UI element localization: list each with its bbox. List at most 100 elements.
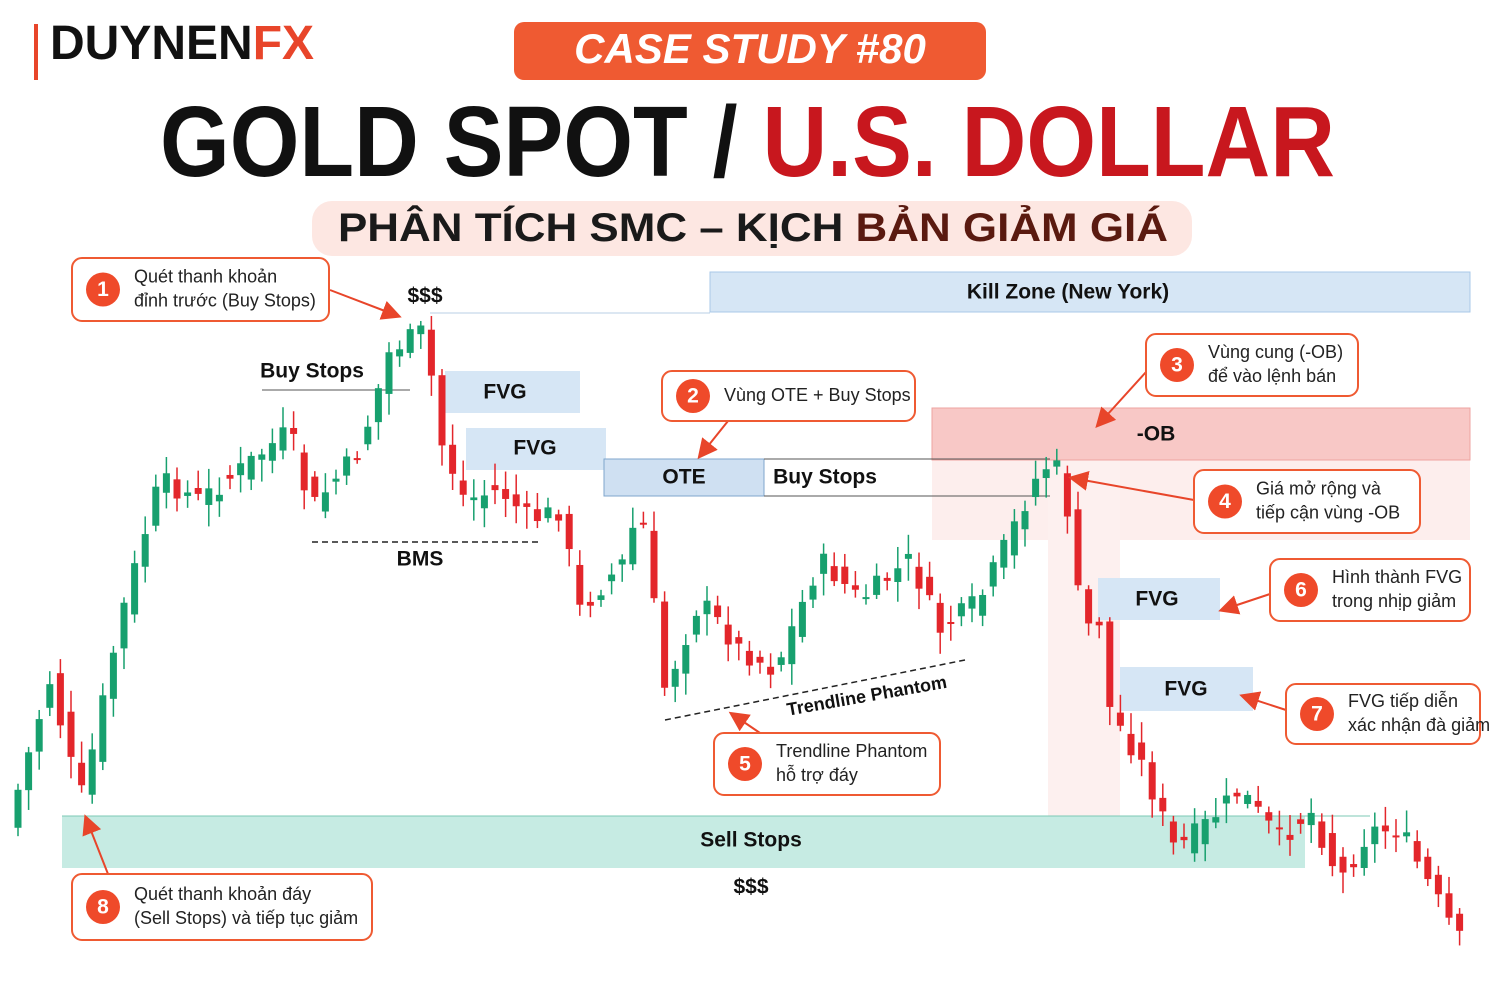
callout-text: để vào lệnh bán bbox=[1208, 366, 1336, 386]
callout-badge bbox=[1284, 573, 1318, 607]
buy-stops-label: Buy Stops bbox=[260, 360, 364, 383]
candle-body bbox=[671, 668, 679, 687]
candle-body bbox=[1222, 795, 1230, 804]
candle-body bbox=[936, 602, 944, 633]
callout-number: 3 bbox=[1171, 354, 1183, 377]
callout-box bbox=[1269, 558, 1471, 622]
candle-body bbox=[1445, 893, 1453, 918]
kill-zone bbox=[709, 271, 1471, 313]
candle-body bbox=[523, 503, 531, 507]
candle-body bbox=[470, 497, 478, 501]
candle-body bbox=[1159, 797, 1167, 812]
candle-body bbox=[449, 444, 457, 474]
candle-body bbox=[1116, 712, 1124, 726]
callout-box bbox=[71, 873, 373, 941]
candle-body bbox=[777, 657, 785, 665]
candle-body bbox=[1244, 794, 1252, 804]
callout-box bbox=[1193, 469, 1421, 534]
subtitle: PHÂN TÍCH SMC – KỊCH BẢN GIẢM GIÁ bbox=[338, 204, 1168, 250]
candle-body bbox=[491, 485, 499, 491]
callout-badge bbox=[86, 890, 120, 924]
callout-text: xác nhận đà giảm bbox=[1348, 715, 1490, 735]
badge-bg bbox=[514, 22, 986, 80]
callout-number: 5 bbox=[739, 753, 751, 776]
candle-body bbox=[46, 684, 54, 708]
candle-body bbox=[173, 479, 181, 499]
candle-body bbox=[1074, 509, 1082, 586]
candle-body bbox=[194, 488, 202, 494]
kill-zone-label: Kill Zone (New York) bbox=[967, 281, 1169, 304]
callout-box bbox=[1285, 683, 1481, 745]
candle-body bbox=[480, 495, 488, 509]
bms-label: BMS bbox=[397, 548, 444, 571]
callout-number: 2 bbox=[687, 385, 699, 408]
candle-body bbox=[1053, 460, 1061, 467]
candle-body bbox=[1350, 864, 1358, 868]
candle-body bbox=[417, 325, 425, 335]
callout-text: (Sell Stops) và tiếp tục giảm bbox=[134, 908, 358, 928]
candle-body bbox=[290, 427, 298, 434]
trendline bbox=[664, 659, 966, 721]
candle-body bbox=[926, 576, 934, 596]
candle-body bbox=[957, 603, 965, 617]
candle-body bbox=[979, 594, 987, 616]
callout-text: trong nhịp giảm bbox=[1332, 591, 1456, 611]
candle-body bbox=[215, 494, 223, 502]
candle-body bbox=[1169, 821, 1177, 843]
callout-badge bbox=[1160, 348, 1194, 382]
candle-body bbox=[1000, 539, 1008, 568]
candle-body bbox=[1233, 792, 1241, 797]
fvg-zone bbox=[466, 428, 606, 470]
callout-text: đỉnh trước (Buy Stops) bbox=[134, 290, 316, 310]
candle-body bbox=[714, 605, 722, 618]
candle-body bbox=[639, 522, 647, 525]
callout-text: hỗ trợ đáy bbox=[776, 764, 858, 785]
callout-text: FVG tiếp diễn bbox=[1348, 690, 1458, 711]
candle-body bbox=[311, 476, 319, 497]
callout-box bbox=[71, 257, 330, 322]
candle-body bbox=[1307, 812, 1315, 826]
callout-number: 7 bbox=[1311, 703, 1323, 726]
brand-bar bbox=[34, 24, 38, 80]
fvg-zone bbox=[445, 371, 580, 413]
callout-text: Vùng OTE + Buy Stops bbox=[724, 385, 911, 405]
candle-body bbox=[1138, 742, 1146, 760]
candle-body bbox=[576, 564, 584, 605]
candle-body bbox=[586, 601, 594, 606]
candle-body bbox=[502, 489, 510, 499]
candle-body bbox=[989, 562, 997, 587]
candle-body bbox=[226, 474, 234, 479]
candle-body bbox=[512, 494, 520, 507]
candle-body bbox=[968, 596, 976, 609]
candle-body bbox=[735, 637, 743, 644]
candle-body bbox=[565, 513, 573, 550]
sell-stops-label: Sell Stops bbox=[700, 829, 802, 852]
candle-body bbox=[67, 711, 75, 757]
callout-text: Quét thanh khoản đáy bbox=[134, 884, 311, 904]
callout-badge bbox=[1300, 697, 1334, 731]
candle-body bbox=[947, 622, 955, 625]
sell-stops-zone bbox=[62, 816, 1305, 868]
candle-body bbox=[1201, 819, 1209, 845]
candle-body bbox=[353, 458, 361, 461]
candle-body bbox=[162, 473, 170, 493]
candle-body bbox=[788, 626, 796, 665]
fvg-label: FVG bbox=[1135, 588, 1178, 611]
candle-body bbox=[830, 566, 838, 582]
candle-body bbox=[862, 597, 870, 600]
candle-body bbox=[915, 566, 923, 589]
candle-body bbox=[873, 575, 881, 595]
candle-body bbox=[1148, 762, 1156, 800]
badge: CASE STUDY #80 bbox=[574, 25, 926, 72]
candle-body bbox=[883, 577, 891, 581]
candle-body bbox=[1180, 836, 1188, 841]
fvg-label: FVG bbox=[513, 437, 556, 460]
candle-body bbox=[1095, 621, 1103, 626]
candle-body bbox=[1042, 469, 1050, 479]
candle-body bbox=[1371, 826, 1379, 845]
candle-body bbox=[841, 566, 849, 584]
candle-body bbox=[56, 673, 64, 726]
candle-body bbox=[851, 585, 859, 590]
candle-body bbox=[152, 486, 160, 526]
